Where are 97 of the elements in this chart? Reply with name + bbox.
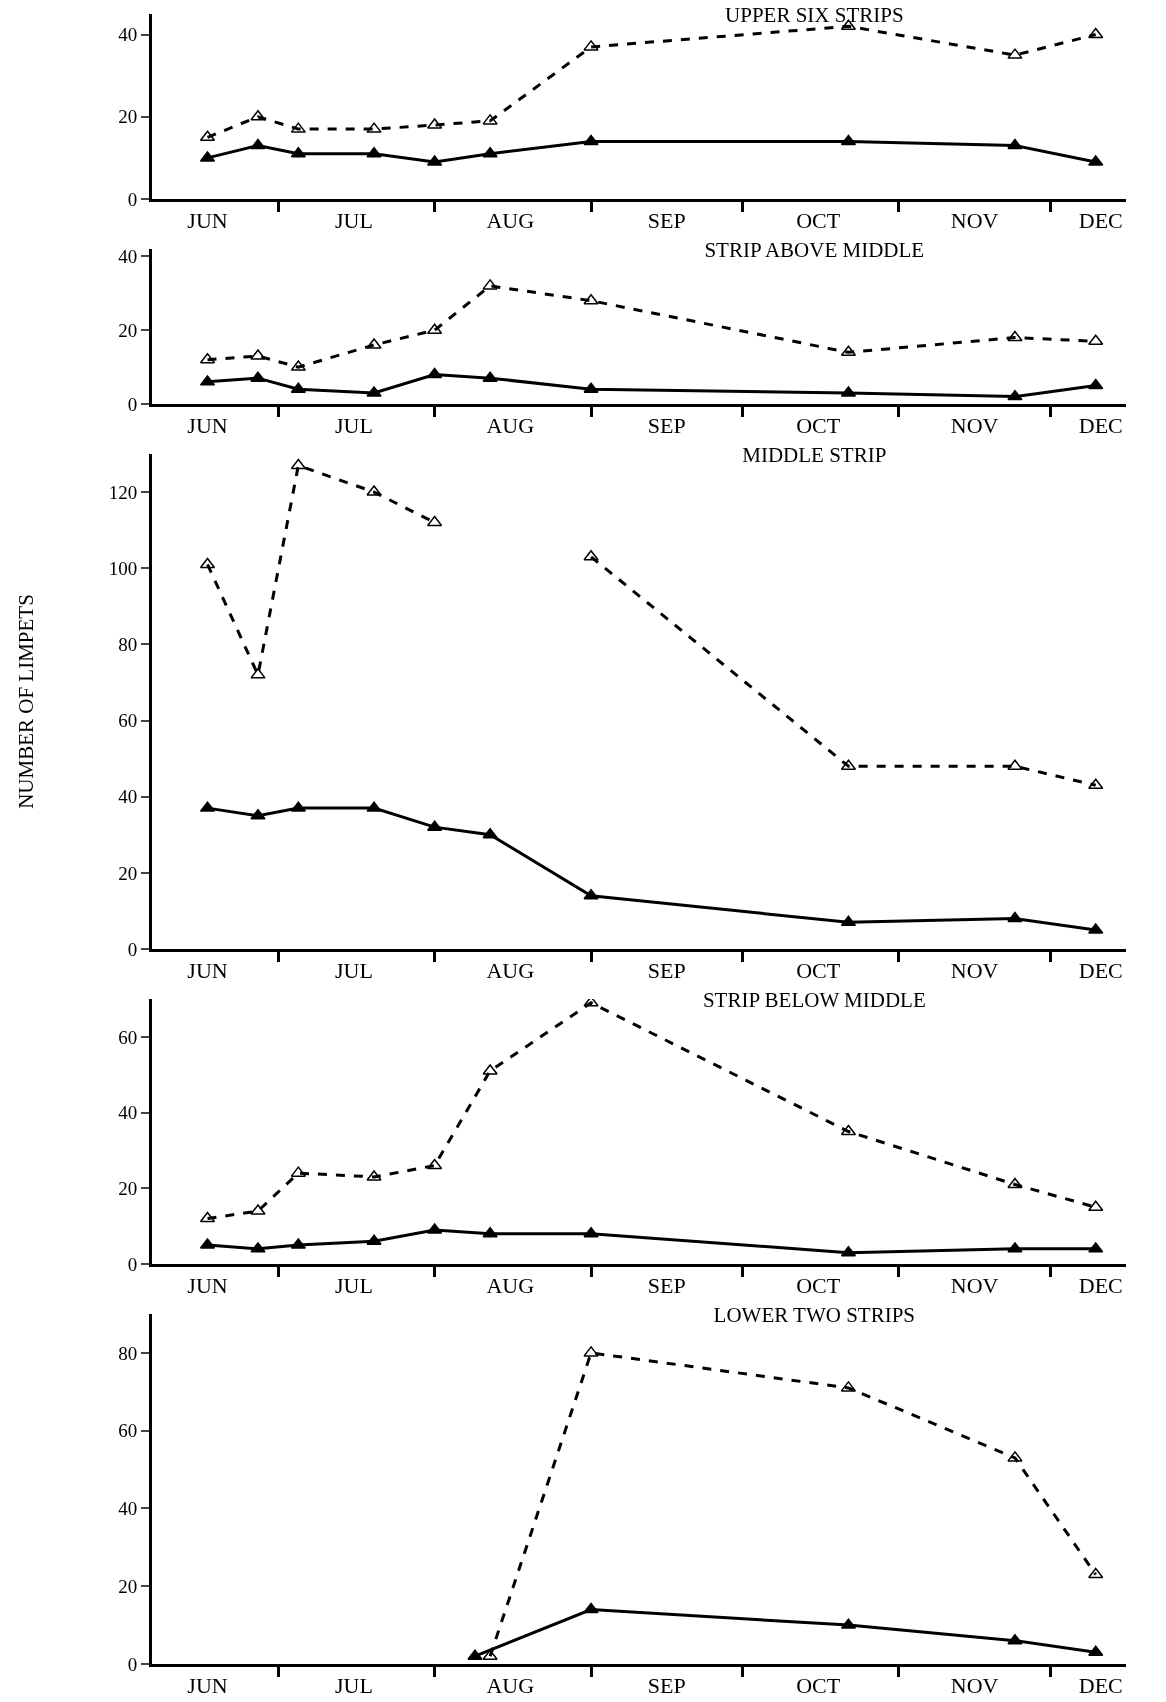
y-tick-label: 20	[118, 1575, 138, 1597]
x-tick-label: AUG	[486, 958, 535, 984]
x-tick-label: SEP	[647, 1273, 686, 1299]
point	[482, 1226, 498, 1238]
point	[583, 1226, 599, 1238]
y-tick-label: 60	[118, 710, 138, 732]
point	[199, 352, 216, 364]
x-tick-label: SEP	[647, 413, 686, 439]
x-tick-label: SEP	[647, 1673, 686, 1699]
y-tick-label: 80	[118, 1342, 138, 1364]
x-tick-label: SEP	[647, 208, 686, 234]
chart-title: UPPER SIX STRIPS	[725, 2, 904, 27]
x-tick-label: DEC	[1078, 958, 1123, 984]
point	[583, 293, 599, 305]
y-tick-label: 60	[118, 1420, 138, 1442]
x-tick-label: OCT	[796, 413, 841, 439]
x-tick-label: JUL	[334, 1273, 373, 1299]
point	[840, 915, 857, 927]
x-tick-label: AUG	[486, 208, 535, 234]
x-tick-label: OCT	[796, 1673, 841, 1699]
x-tick-label: JUL	[334, 208, 373, 234]
x-tick-label: JUN	[187, 1673, 228, 1699]
x-tick-label: DEC	[1078, 413, 1123, 439]
y-tick-label: 20	[118, 106, 138, 128]
point	[1007, 1633, 1023, 1645]
x-tick-label: AUG	[486, 1673, 535, 1699]
point	[250, 138, 266, 150]
point	[840, 134, 857, 146]
point	[250, 808, 266, 820]
x-tick-label: JUN	[187, 1273, 228, 1299]
x-tick-label: OCT	[796, 1273, 841, 1299]
point	[840, 1124, 857, 1136]
y-tick-label: 20	[118, 1177, 138, 1199]
x-tick-label: NOV	[950, 958, 999, 984]
y-axis-title: NUMBER OF LIMPETS	[13, 594, 38, 809]
x-tick-label: SEP	[647, 958, 686, 984]
y-tick-label: 20	[118, 319, 138, 341]
y-tick-label: 0	[127, 188, 138, 210]
point	[199, 1211, 216, 1223]
x-tick-label: JUL	[334, 1673, 373, 1699]
point	[1088, 778, 1104, 790]
x-tick-label: DEC	[1078, 1673, 1123, 1699]
point	[426, 515, 443, 527]
x-tick-label: JUN	[187, 958, 228, 984]
chart-title: LOWER TWO STRIPS	[713, 1302, 916, 1327]
y-tick-label: 40	[118, 24, 138, 46]
x-tick-label: JUL	[334, 958, 373, 984]
y-tick-label: 60	[118, 1026, 138, 1048]
x-tick-label: NOV	[950, 208, 999, 234]
x-tick-label: JUN	[187, 208, 228, 234]
point	[1088, 378, 1104, 390]
point	[199, 130, 216, 142]
point	[1088, 1645, 1104, 1657]
y-tick-label: 120	[108, 481, 138, 503]
point	[426, 367, 443, 379]
point	[1007, 1177, 1023, 1189]
x-tick-label: NOV	[950, 1673, 999, 1699]
point	[1088, 27, 1104, 39]
y-tick-label: 0	[127, 1253, 138, 1275]
point	[199, 557, 216, 569]
chart-title: MIDDLE STRIP	[742, 442, 887, 467]
y-tick-label: 20	[118, 862, 138, 884]
x-tick-label: DEC	[1078, 1273, 1123, 1299]
x-tick-label: DEC	[1078, 208, 1123, 234]
point	[840, 345, 857, 357]
x-tick-label: NOV	[950, 413, 999, 439]
x-tick-label: OCT	[796, 208, 841, 234]
x-tick-label: AUG	[486, 1273, 535, 1299]
point	[1007, 330, 1023, 342]
point	[583, 888, 599, 900]
x-tick-label: JUN	[187, 413, 228, 439]
y-tick-label: 0	[127, 1653, 138, 1675]
point	[290, 458, 307, 470]
point	[1088, 334, 1104, 346]
x-tick-label: NOV	[950, 1273, 999, 1299]
point	[1007, 389, 1023, 401]
y-tick-label: 0	[127, 393, 138, 415]
point	[1007, 911, 1023, 923]
y-tick-label: 100	[108, 557, 138, 579]
point	[366, 1234, 382, 1246]
point	[583, 134, 599, 146]
chart-title: STRIP BELOW MIDDLE	[702, 987, 926, 1012]
y-tick-label: 0	[127, 938, 138, 960]
x-tick-label: AUG	[486, 413, 535, 439]
y-tick-label: 40	[118, 786, 138, 808]
y-tick-label: 80	[118, 634, 138, 656]
y-tick-label: 40	[118, 1498, 138, 1520]
point	[840, 1245, 857, 1257]
x-tick-label: JUL	[334, 413, 373, 439]
point	[426, 1158, 443, 1170]
chart-title: STRIP ABOVE MIDDLE	[704, 237, 925, 262]
point	[1088, 1567, 1104, 1579]
x-tick-label: OCT	[796, 958, 841, 984]
y-tick-label: 40	[118, 246, 138, 268]
y-tick-label: 40	[118, 1102, 138, 1124]
point	[1007, 138, 1023, 150]
point	[583, 1602, 599, 1614]
